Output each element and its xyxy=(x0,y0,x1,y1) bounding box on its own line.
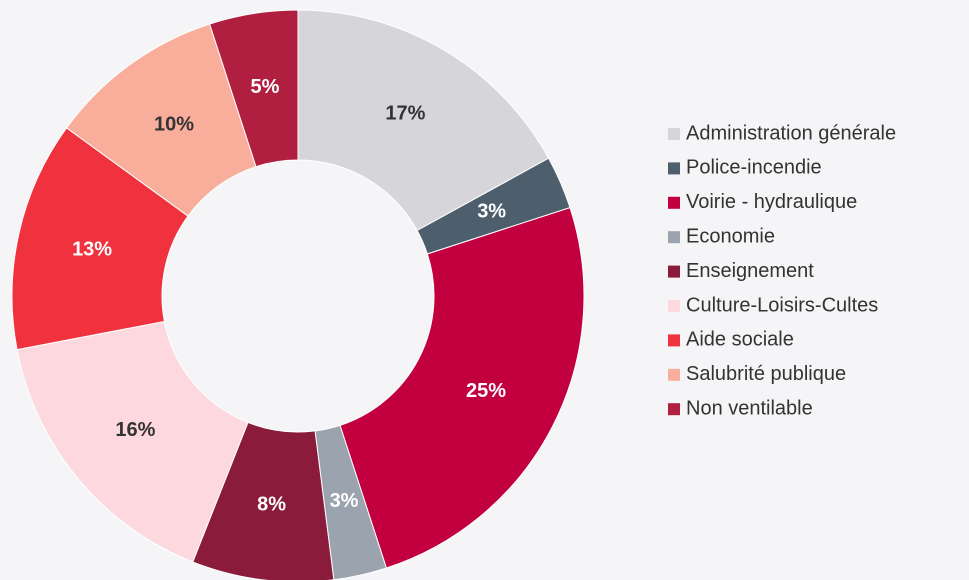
legend-label: Voirie - hydraulique xyxy=(686,191,857,213)
legend-label: Administration générale xyxy=(686,122,896,144)
legend-label: Enseignement xyxy=(686,260,814,282)
data-label: 5% xyxy=(251,76,280,98)
legend-label: Salubrité publique xyxy=(686,363,846,385)
donut-slice xyxy=(11,127,189,351)
donut-slice xyxy=(208,9,299,168)
data-label: 25% xyxy=(466,380,506,402)
legend-swatch xyxy=(668,403,680,416)
legend-swatch xyxy=(668,334,680,347)
donut-slice xyxy=(297,9,550,232)
legend-swatch xyxy=(668,368,680,381)
legend-label: Non ventilable xyxy=(686,397,813,419)
donut-slice xyxy=(16,320,249,563)
data-label: 17% xyxy=(385,103,425,125)
legend-label: Aide sociale xyxy=(686,329,794,351)
data-label: 13% xyxy=(72,238,112,260)
legend-label: Culture-Loisirs-Cultes xyxy=(686,294,878,316)
data-label: 8% xyxy=(257,494,286,516)
data-label: 16% xyxy=(115,419,155,441)
legend-swatch xyxy=(668,300,680,312)
legend-swatch xyxy=(668,231,680,244)
legend-swatch xyxy=(668,128,680,140)
data-label: 3% xyxy=(477,200,506,222)
data-label: 10% xyxy=(154,114,194,136)
legend-swatch xyxy=(668,162,680,175)
donut-slice xyxy=(339,206,585,569)
data-label: 3% xyxy=(330,490,359,512)
legend-label: Police-incendie xyxy=(686,157,822,179)
legend-swatch xyxy=(668,265,680,278)
legend-label: Economie xyxy=(686,225,775,247)
legend-swatch xyxy=(668,196,680,209)
